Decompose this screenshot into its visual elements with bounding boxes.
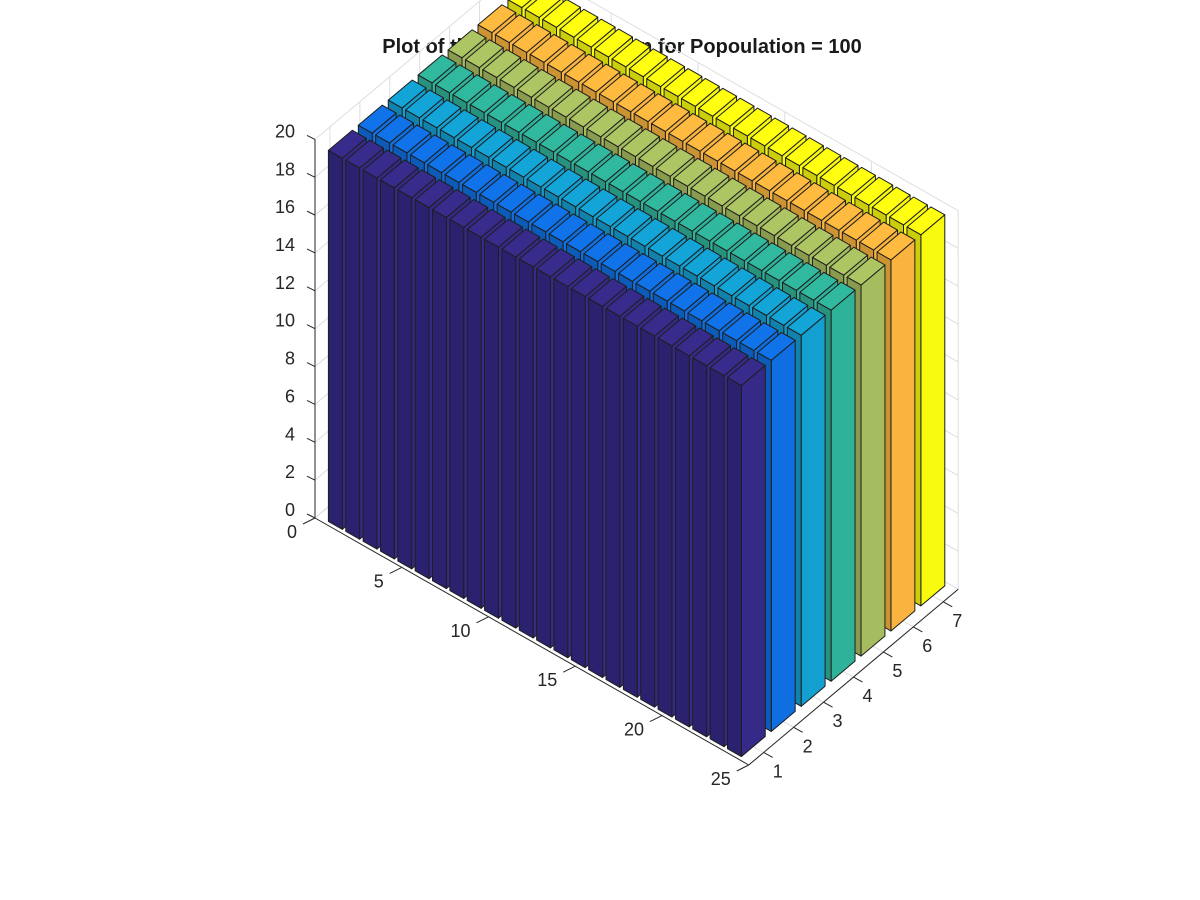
z-tick-label: 8 bbox=[285, 349, 295, 369]
z-tick bbox=[306, 324, 316, 330]
bar-front-face bbox=[770, 339, 796, 732]
bar-side-face bbox=[379, 179, 395, 560]
bar-side-face bbox=[501, 248, 517, 629]
row-tick bbox=[736, 764, 749, 772]
column-tick-label: 1 bbox=[773, 761, 783, 781]
bar-side-face bbox=[536, 268, 551, 649]
bar-side-face bbox=[657, 337, 673, 718]
column-tick-label: 4 bbox=[862, 686, 872, 706]
bar-front-face bbox=[920, 214, 946, 607]
z-tick bbox=[306, 210, 316, 216]
z-tick-label: 0 bbox=[285, 500, 295, 520]
row-tick bbox=[649, 715, 663, 723]
bar-side-face bbox=[449, 219, 465, 599]
row-tick bbox=[389, 566, 402, 574]
column-tick bbox=[823, 701, 833, 708]
bar-front-face bbox=[740, 364, 766, 758]
row-tick-label: 0 bbox=[287, 522, 297, 542]
column-tick-label: 6 bbox=[922, 636, 932, 656]
z-tick-label: 2 bbox=[285, 462, 295, 482]
row-tick bbox=[563, 665, 576, 673]
row-tick-label: 5 bbox=[374, 571, 384, 591]
bar-side-face bbox=[553, 278, 569, 659]
bar-side-face bbox=[432, 209, 447, 590]
row-tick-label: 15 bbox=[537, 670, 557, 690]
column-tick-label: 3 bbox=[833, 711, 843, 731]
bar-front-face bbox=[890, 239, 916, 632]
z-tick bbox=[306, 399, 316, 405]
column-tick bbox=[913, 626, 923, 633]
z-tick-label: 6 bbox=[285, 386, 295, 406]
bar-side-face bbox=[327, 149, 343, 530]
row-tick-label: 10 bbox=[450, 621, 470, 641]
z-tick-label: 14 bbox=[275, 235, 295, 255]
column-tick-label: 5 bbox=[892, 661, 902, 681]
column-tick-label: 2 bbox=[803, 736, 813, 756]
z-tick bbox=[306, 437, 316, 443]
z-tick bbox=[306, 134, 316, 140]
row-tick bbox=[476, 616, 489, 624]
bar-side-face bbox=[622, 317, 638, 698]
z-tick bbox=[306, 362, 316, 368]
z-tick bbox=[306, 286, 316, 292]
z-tick bbox=[306, 513, 316, 519]
bar-side-face bbox=[484, 238, 499, 619]
z-tick-label: 18 bbox=[275, 159, 295, 179]
bar-side-face bbox=[709, 367, 725, 748]
bar-side-face bbox=[674, 347, 690, 728]
bar-side-face bbox=[640, 327, 656, 708]
z-tick-label: 16 bbox=[275, 197, 295, 217]
bar-side-face bbox=[726, 377, 742, 758]
column-tick-label: 7 bbox=[952, 611, 962, 631]
bar bbox=[726, 357, 766, 758]
bar-side-face bbox=[605, 307, 621, 688]
column-tick bbox=[883, 651, 893, 658]
row-tick-label: 20 bbox=[624, 720, 644, 740]
bar-side-face bbox=[345, 159, 361, 540]
bar-front-face bbox=[860, 264, 886, 657]
row-tick-label: 25 bbox=[711, 769, 731, 789]
chart-bars bbox=[327, 0, 946, 758]
z-tick-label: 12 bbox=[275, 273, 295, 293]
bar-front-face bbox=[800, 314, 826, 707]
z-tick-label: 20 bbox=[275, 121, 295, 141]
column-tick bbox=[942, 601, 953, 608]
bar-side-face bbox=[362, 169, 378, 550]
bar-side-face bbox=[397, 189, 413, 570]
row-tick bbox=[302, 517, 316, 525]
bar-side-face bbox=[570, 288, 586, 669]
grid-line-side-z bbox=[587, 0, 959, 212]
z-tick bbox=[306, 475, 316, 481]
z-tick bbox=[306, 248, 316, 254]
bar-side-face bbox=[692, 357, 708, 738]
column-tick bbox=[853, 676, 863, 683]
bar-side-face bbox=[518, 258, 534, 639]
column-tick bbox=[763, 752, 773, 758]
row-axis-line bbox=[314, 517, 749, 766]
z-tick-label: 4 bbox=[285, 424, 295, 444]
z-tick-label: 10 bbox=[275, 311, 295, 331]
bar-side-face bbox=[588, 298, 604, 679]
bar-front-face bbox=[830, 289, 856, 682]
bar bbox=[876, 231, 916, 632]
z-tick bbox=[306, 172, 316, 178]
bar-side-face bbox=[414, 199, 430, 580]
bar-side-face bbox=[466, 228, 482, 609]
column-tick bbox=[793, 726, 803, 733]
